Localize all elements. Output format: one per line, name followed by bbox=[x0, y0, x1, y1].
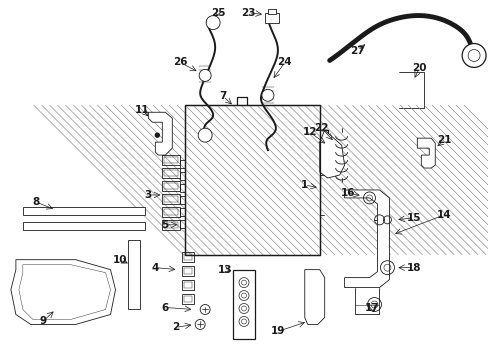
Text: 6: 6 bbox=[162, 302, 168, 312]
Bar bbox=[128, 240, 140, 310]
Circle shape bbox=[155, 133, 159, 137]
Circle shape bbox=[461, 44, 485, 67]
Text: 22: 22 bbox=[314, 123, 328, 133]
Text: 12: 12 bbox=[302, 127, 316, 137]
Text: 14: 14 bbox=[436, 210, 450, 220]
Polygon shape bbox=[416, 138, 434, 168]
Text: 16: 16 bbox=[340, 188, 354, 198]
Text: 20: 20 bbox=[411, 63, 426, 73]
Text: 17: 17 bbox=[365, 302, 379, 312]
Text: 4: 4 bbox=[151, 263, 159, 273]
Bar bbox=[185, 105, 319, 255]
Text: 19: 19 bbox=[270, 327, 285, 336]
Bar bbox=[233, 270, 254, 339]
Polygon shape bbox=[304, 270, 324, 324]
Text: 21: 21 bbox=[436, 135, 450, 145]
Text: 8: 8 bbox=[32, 197, 40, 207]
Circle shape bbox=[198, 128, 212, 142]
Bar bbox=[23, 222, 145, 230]
Polygon shape bbox=[11, 260, 115, 324]
Circle shape bbox=[206, 15, 220, 30]
Text: 25: 25 bbox=[210, 8, 225, 18]
Text: 5: 5 bbox=[162, 220, 168, 230]
Text: 18: 18 bbox=[406, 263, 421, 273]
Text: 24: 24 bbox=[277, 58, 291, 67]
Polygon shape bbox=[344, 190, 388, 288]
Bar bbox=[264, 13, 278, 23]
Polygon shape bbox=[148, 112, 172, 155]
Bar bbox=[185, 105, 319, 255]
Text: 13: 13 bbox=[217, 265, 232, 275]
Circle shape bbox=[262, 89, 273, 101]
Text: 15: 15 bbox=[406, 213, 421, 223]
Text: 10: 10 bbox=[113, 255, 127, 265]
Circle shape bbox=[199, 69, 211, 81]
Polygon shape bbox=[19, 265, 110, 319]
Bar bbox=[23, 207, 145, 215]
Polygon shape bbox=[319, 130, 344, 178]
Bar bbox=[185, 105, 319, 255]
Text: 26: 26 bbox=[173, 58, 187, 67]
Text: 9: 9 bbox=[39, 316, 46, 327]
Bar bbox=[267, 9, 275, 14]
Text: 23: 23 bbox=[240, 8, 255, 18]
Text: 1: 1 bbox=[301, 180, 308, 190]
Text: 3: 3 bbox=[144, 190, 152, 200]
Text: 7: 7 bbox=[219, 91, 226, 101]
Text: 2: 2 bbox=[171, 323, 179, 332]
Text: 11: 11 bbox=[135, 105, 149, 115]
Text: 27: 27 bbox=[349, 45, 364, 55]
